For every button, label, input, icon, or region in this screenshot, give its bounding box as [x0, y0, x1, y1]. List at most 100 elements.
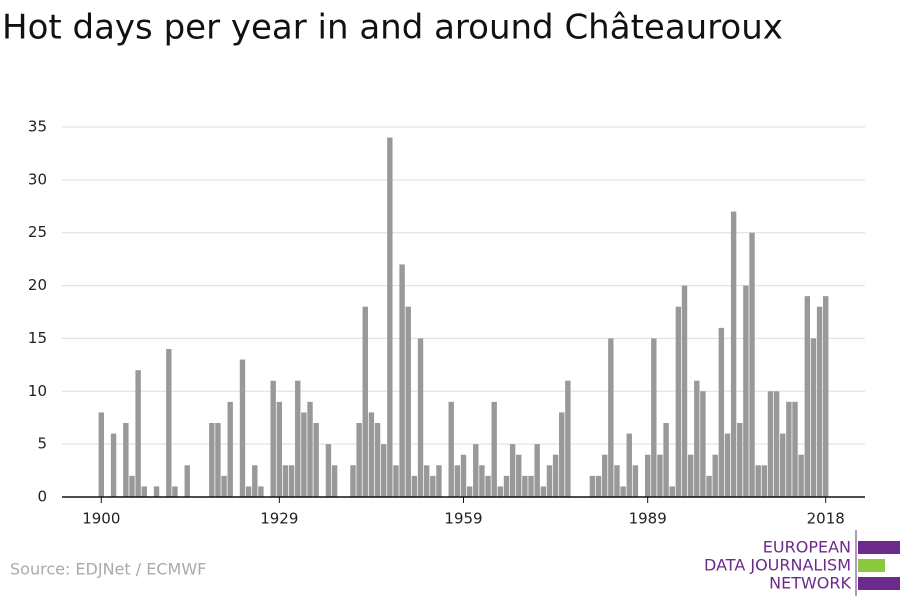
- bar: [565, 380, 571, 497]
- bar: [221, 475, 227, 497]
- bar: [282, 465, 289, 497]
- bar: [780, 433, 786, 497]
- bar: [804, 296, 810, 497]
- bar: [712, 454, 718, 497]
- bar: [694, 380, 700, 497]
- y-tick-label: 15: [28, 329, 47, 347]
- logo: EUROPEAN DATA JOURNALISM NETWORK: [704, 530, 900, 596]
- x-tick-label: 1900: [82, 510, 120, 528]
- bar: [141, 486, 147, 497]
- bar: [209, 423, 215, 497]
- bar: [405, 306, 411, 497]
- bar: [743, 285, 749, 497]
- logo-bar: [858, 577, 900, 590]
- bar: [215, 423, 221, 497]
- chart-title: Hot days per year in and around Châteaur…: [2, 8, 783, 48]
- bar: [595, 475, 602, 497]
- bar: [252, 465, 258, 497]
- bar: [479, 465, 485, 497]
- bar: [153, 486, 160, 497]
- bar: [737, 423, 743, 497]
- bar: [325, 444, 332, 497]
- bar: [362, 306, 368, 497]
- bar: [687, 454, 694, 497]
- bar: [301, 412, 307, 497]
- bar: [767, 391, 774, 497]
- source: Source: EDJNet / ECMWF: [10, 560, 206, 579]
- bar: [792, 401, 798, 497]
- bar: [669, 486, 675, 497]
- bar: [356, 423, 362, 497]
- bar: [706, 475, 712, 497]
- bar: [755, 465, 761, 497]
- bar: [460, 454, 467, 497]
- bar: [786, 401, 792, 497]
- bar: [601, 454, 608, 497]
- bar: [614, 465, 620, 497]
- bar: [528, 475, 534, 497]
- bar: [810, 338, 817, 497]
- bar: [718, 327, 725, 497]
- bar: [417, 338, 424, 497]
- bar: [816, 306, 823, 497]
- bar: [608, 338, 614, 497]
- bar: [135, 370, 141, 497]
- bar: [448, 401, 454, 497]
- y-tick-label: 5: [37, 435, 47, 453]
- logo-text: NETWORK: [769, 574, 851, 593]
- bar: [123, 423, 129, 497]
- bar: [700, 391, 706, 497]
- bar: [620, 486, 626, 497]
- bar: [675, 306, 682, 497]
- bar: [509, 444, 516, 497]
- bar: [258, 486, 264, 497]
- bar: [761, 465, 768, 497]
- bar: [798, 454, 804, 497]
- bar: [516, 454, 522, 497]
- logo-text: DATA JOURNALISM: [704, 556, 851, 575]
- bar: [411, 475, 418, 497]
- bar: [546, 465, 553, 497]
- bar: [245, 486, 252, 497]
- y-tick-label: 30: [28, 170, 47, 188]
- bar: [454, 465, 461, 497]
- bar: [485, 475, 491, 497]
- x-tick-label: 1959: [444, 510, 482, 528]
- x-tick-label: 2018: [807, 510, 845, 528]
- bar: [663, 423, 669, 497]
- y-tick-label: 10: [28, 382, 47, 400]
- y-tick-label: 25: [28, 223, 47, 241]
- bar: [227, 401, 233, 497]
- bar: [166, 349, 172, 497]
- y-tick-label: 20: [28, 276, 47, 294]
- bar: [436, 465, 442, 497]
- bar: [466, 486, 473, 497]
- bar: [749, 232, 755, 497]
- bar: [374, 423, 381, 497]
- bar: [534, 444, 540, 497]
- bar: [473, 444, 479, 497]
- bar: [270, 380, 276, 497]
- bar: [350, 465, 356, 497]
- y-tick-label: 35: [28, 118, 47, 136]
- bar: [307, 401, 313, 497]
- bar: [724, 433, 731, 497]
- logo-text: EUROPEAN: [763, 538, 851, 557]
- bar: [313, 423, 319, 497]
- bar: [491, 401, 497, 497]
- bar: [276, 401, 283, 497]
- bar: [522, 475, 528, 497]
- logo-bar: [858, 559, 885, 572]
- bar: [110, 433, 117, 497]
- bar: [288, 465, 295, 497]
- bar: [393, 465, 399, 497]
- bar: [657, 454, 663, 497]
- bar: [540, 486, 547, 497]
- bar: [651, 338, 657, 497]
- bar: [497, 486, 504, 497]
- bar: [239, 359, 246, 497]
- bar: [589, 475, 596, 497]
- bar: [430, 475, 436, 497]
- bar: [129, 475, 135, 497]
- bar: [626, 433, 632, 497]
